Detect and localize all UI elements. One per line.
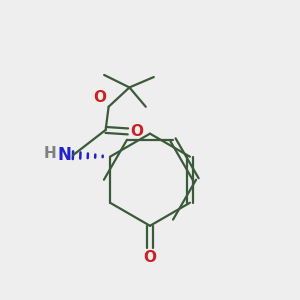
Text: O: O — [143, 250, 157, 266]
Text: H: H — [44, 146, 57, 161]
Text: O: O — [93, 90, 106, 105]
Text: N: N — [58, 146, 71, 164]
Text: O: O — [130, 124, 143, 139]
